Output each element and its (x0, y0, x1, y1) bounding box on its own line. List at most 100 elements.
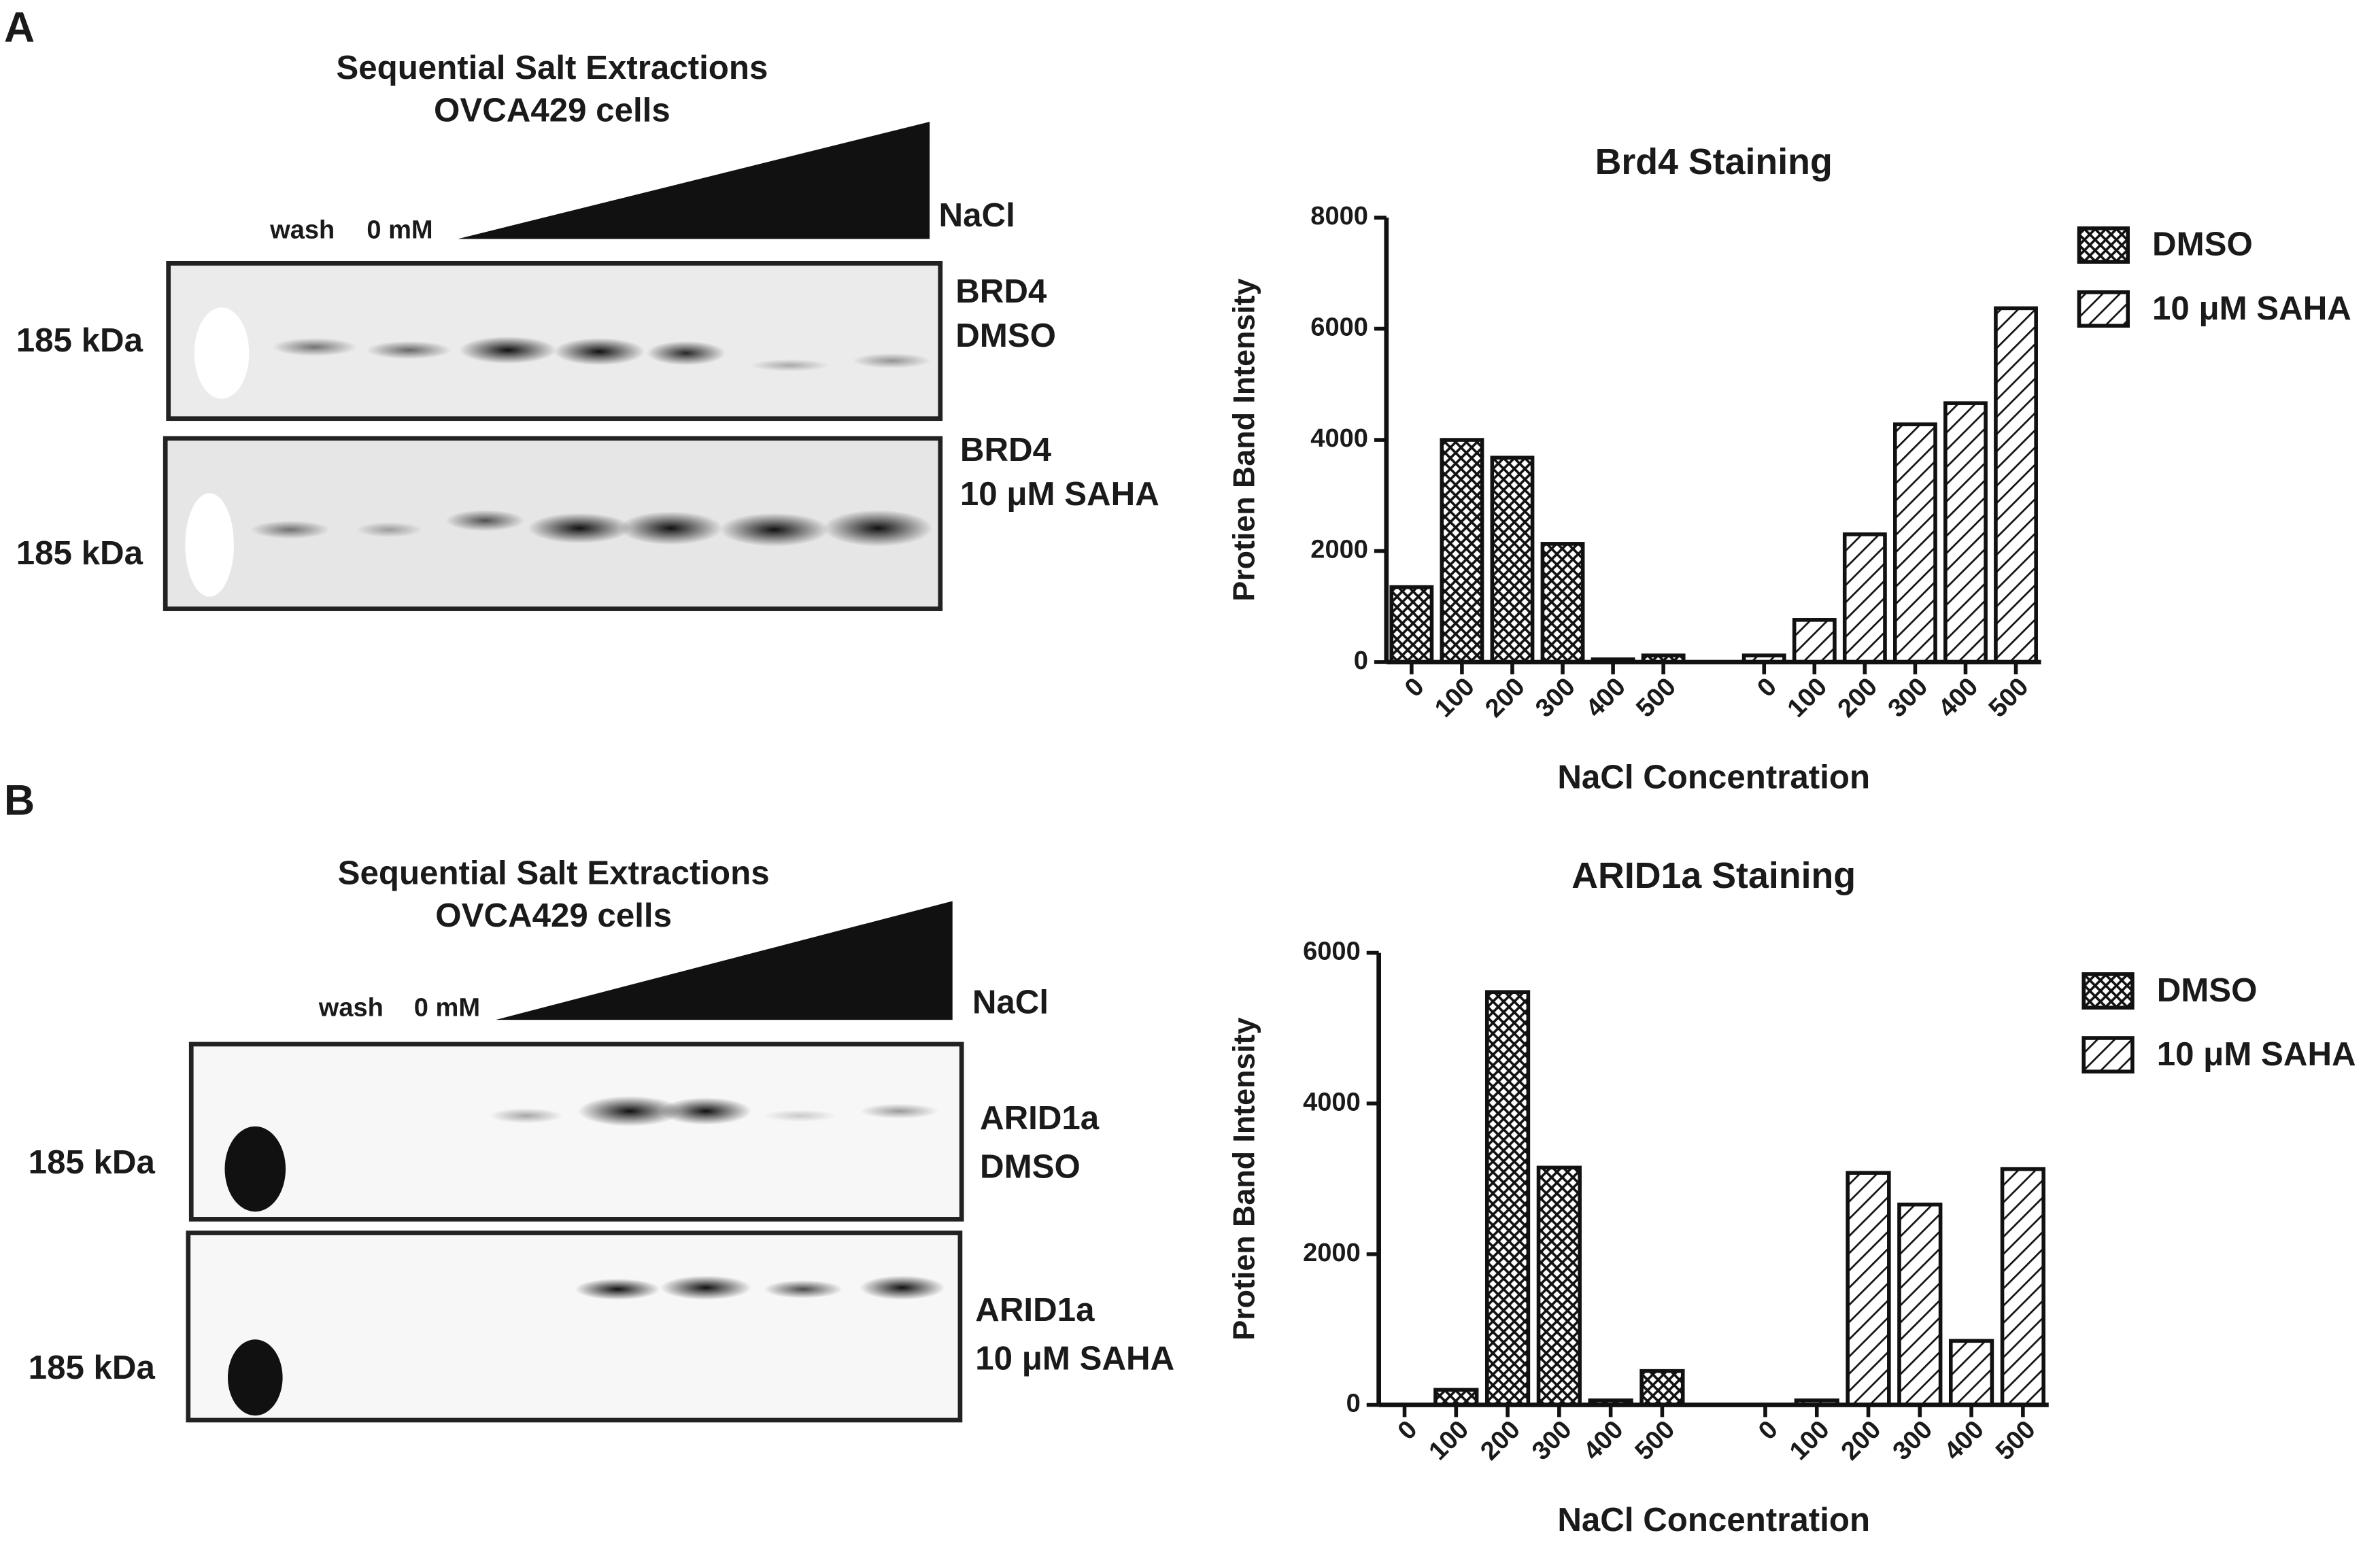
x-tick-label: 300 (1527, 1415, 1578, 1466)
blot-panel-a: A Sequential Salt Extractions OVCA429 ce… (4, 3, 1159, 611)
x-tick-label: 0 (1399, 672, 1430, 703)
legend-swatch (2081, 1036, 2135, 1074)
bar (1893, 422, 1937, 664)
x-tick-label: 500 (1631, 672, 1682, 723)
y-tick-label: 6000 (1303, 938, 1361, 966)
y-tick-label: 4000 (1310, 424, 1368, 453)
blot-title: OVCA429 cells (435, 897, 672, 934)
bar (1842, 532, 1887, 664)
legend-swatch (2077, 226, 2130, 264)
y-axis-label: Protien Band Intensity (1227, 278, 1261, 601)
bar (1536, 1165, 1582, 1407)
legend-swatch (2077, 290, 2130, 328)
gradient-label: NaCl (939, 196, 1015, 234)
blot-membrane (188, 1042, 964, 1222)
blot-title: Sequential Salt Extractions (336, 49, 768, 86)
marker-label: 185 kDa (29, 1349, 156, 1386)
ladder (224, 1126, 286, 1212)
gradient-label: NaCl (972, 984, 1049, 1021)
lane-label: wash (269, 216, 335, 244)
gradient-triangle (496, 901, 953, 1020)
legend-label: DMSO (2152, 226, 2253, 263)
x-tick-label: 500 (1984, 672, 2035, 723)
x-tick-label: 300 (1888, 1415, 1939, 1466)
bar (1440, 438, 1484, 664)
blot-title: Sequential Salt Extractions (338, 854, 770, 891)
lane-label: 0 mM (367, 216, 432, 244)
row-label: DMSO (980, 1148, 1081, 1186)
x-tick-label: 100 (1784, 1415, 1835, 1466)
x-tick-label: 200 (1480, 672, 1531, 723)
x-tick-label: 0 (1753, 1415, 1784, 1446)
legend-label: 10 μM SAHA (2152, 290, 2351, 327)
bar (1846, 1171, 1891, 1407)
row-label: 10 μM SAHA (975, 1340, 1174, 1377)
row-label: ARID1a (975, 1291, 1095, 1328)
bands (490, 1096, 939, 1126)
panel-letter: A (4, 3, 35, 51)
gradient-triangle (458, 122, 930, 239)
x-tick-label: 200 (1833, 672, 1884, 723)
bands (250, 510, 933, 547)
legend-label: 10 μM SAHA (2157, 1035, 2356, 1073)
bar-chart: Brd4 Staining Protien Band Intensity NaCl … (1227, 141, 2351, 795)
y-tick-label: 2000 (1303, 1239, 1361, 1267)
x-tick-label: 200 (1836, 1415, 1887, 1466)
y-tick-label: 8000 (1310, 202, 1368, 230)
x-tick-label: 0 (1752, 672, 1782, 703)
marker-label: 185 kDa (16, 322, 143, 359)
row-label: BRD4 (955, 273, 1047, 310)
blot-membrane (186, 1231, 963, 1423)
y-tick-label: 2000 (1310, 536, 1368, 564)
x-tick-label: 300 (1883, 672, 1934, 723)
x-tick-label: 400 (1580, 672, 1631, 723)
row-label: DMSO (955, 317, 1056, 354)
chart-title: ARID1a Staining (1571, 855, 1856, 896)
legend-swatch (2081, 972, 2135, 1010)
bar (1540, 542, 1585, 664)
x-axis-label: NaCl Concentration (1557, 1501, 1870, 1538)
marker-label: 185 kDa (29, 1143, 156, 1181)
bar (1792, 618, 1837, 664)
lane-label: wash (318, 993, 384, 1022)
x-tick-label: 300 (1530, 672, 1581, 723)
y-axis-label: Protien Band Intensity (1227, 1017, 1261, 1340)
x-tick-label: 400 (1578, 1415, 1629, 1466)
bar (2000, 1167, 2045, 1407)
ladder (227, 1339, 283, 1416)
x-tick-label: 400 (1933, 672, 1984, 723)
x-tick-label: 0 (1393, 1415, 1423, 1446)
x-tick-label: 500 (1990, 1415, 2041, 1466)
bar (1639, 1369, 1685, 1407)
x-tick-label: 100 (1782, 672, 1833, 723)
bar (1897, 1202, 1943, 1407)
marker-label: 185 kDa (16, 534, 143, 572)
chart-title: Brd4 Staining (1595, 141, 1833, 182)
x-axis-label: NaCl Concentration (1557, 758, 1870, 795)
bar (1484, 990, 1531, 1407)
y-tick-label: 0 (1346, 1390, 1361, 1418)
x-tick-label: 100 (1429, 672, 1480, 723)
legend-label: DMSO (2157, 971, 2258, 1009)
bands (575, 1275, 945, 1301)
bar (1490, 455, 1535, 664)
blot-panel-b: B Sequential Salt Extractions OVCA429 ce… (4, 777, 1174, 1423)
row-label: 10 μM SAHA (960, 475, 1159, 513)
row-label: ARID1a (980, 1099, 1100, 1137)
blot-title: OVCA429 cells (434, 92, 670, 129)
y-tick-label: 6000 (1310, 313, 1368, 342)
bar-chart: ARID1a Staining Protien Band Intensity NaC… (1227, 855, 2356, 1538)
x-tick-label: 400 (1939, 1415, 1990, 1466)
bands (271, 336, 932, 372)
x-tick-label: 200 (1475, 1415, 1526, 1466)
bar (1943, 401, 1988, 664)
bar (1994, 306, 2038, 664)
row-label: BRD4 (960, 431, 1052, 468)
ladder (185, 493, 234, 597)
x-tick-label: 500 (1630, 1415, 1681, 1466)
x-tick-label: 100 (1424, 1415, 1475, 1466)
panel-letter: B (4, 777, 35, 825)
bar (1948, 1339, 1994, 1407)
